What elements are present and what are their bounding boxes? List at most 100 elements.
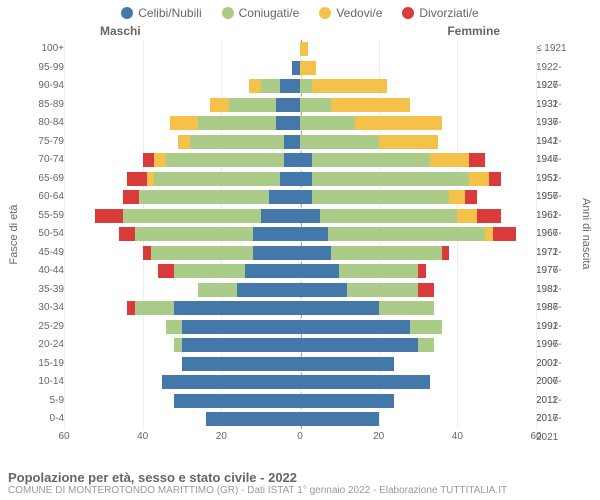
age-tick: 50-54 bbox=[22, 225, 64, 244]
gender-headers: Maschi Femmine bbox=[0, 20, 600, 40]
pyramid-row bbox=[64, 225, 536, 244]
segment bbox=[123, 209, 261, 223]
female-bar bbox=[300, 190, 536, 204]
age-tick: 5-9 bbox=[22, 392, 64, 411]
male-bar bbox=[64, 209, 300, 223]
age-tick: 15-19 bbox=[22, 355, 64, 374]
segment bbox=[300, 172, 312, 186]
pyramid-row bbox=[64, 373, 536, 392]
age-tick: 20-24 bbox=[22, 336, 64, 355]
segment bbox=[162, 375, 300, 389]
segment bbox=[178, 135, 190, 149]
age-tick: 30-34 bbox=[22, 299, 64, 318]
pyramid-row bbox=[64, 188, 536, 207]
male-bar bbox=[64, 301, 300, 315]
male-bar bbox=[64, 153, 300, 167]
female-bar bbox=[300, 375, 536, 389]
legend-label: Vedovi/e bbox=[336, 6, 382, 20]
year-tick: ≤ 1921 bbox=[536, 40, 578, 59]
pyramid-row bbox=[64, 170, 536, 189]
female-bar bbox=[300, 98, 536, 112]
plot-area bbox=[64, 40, 536, 429]
male-bar bbox=[64, 98, 300, 112]
legend-swatch bbox=[222, 7, 234, 19]
segment bbox=[477, 209, 501, 223]
segment bbox=[300, 412, 379, 426]
age-tick: 40-44 bbox=[22, 262, 64, 281]
segment bbox=[300, 153, 312, 167]
male-bar bbox=[64, 338, 300, 352]
pyramid-row bbox=[64, 262, 536, 281]
segment bbox=[95, 209, 123, 223]
segment bbox=[182, 338, 300, 352]
segment bbox=[253, 227, 300, 241]
segment bbox=[331, 98, 410, 112]
female-bar bbox=[300, 79, 536, 93]
year-tick: 1982-1986 bbox=[536, 281, 578, 300]
legend-item: Divorziati/e bbox=[402, 6, 478, 20]
xaxis-tick: 40 bbox=[137, 431, 148, 442]
male-bar bbox=[64, 375, 300, 389]
female-bar bbox=[300, 357, 536, 371]
male-bar bbox=[64, 116, 300, 130]
year-tick: 1927-1931 bbox=[536, 77, 578, 96]
segment bbox=[300, 301, 379, 315]
segment bbox=[442, 246, 450, 260]
segment bbox=[261, 79, 281, 93]
segment bbox=[198, 283, 237, 297]
segment bbox=[300, 264, 339, 278]
segment bbox=[410, 320, 441, 334]
age-tick: 35-39 bbox=[22, 281, 64, 300]
male-bar bbox=[64, 320, 300, 334]
age-tick: 95-99 bbox=[22, 59, 64, 78]
female-bar bbox=[300, 246, 536, 260]
age-tick: 70-74 bbox=[22, 151, 64, 170]
year-tick: 1997-2001 bbox=[536, 336, 578, 355]
segment bbox=[457, 209, 477, 223]
pyramid-row bbox=[64, 77, 536, 96]
header-female: Femmine bbox=[447, 24, 500, 38]
chart-source: COMUNE DI MONTEROTONDO MARITTIMO (GR) - … bbox=[8, 485, 592, 496]
xaxis-tick: 20 bbox=[216, 431, 227, 442]
segment bbox=[284, 153, 300, 167]
year-tick: 2012-2016 bbox=[536, 392, 578, 411]
year-tick: 1972-1976 bbox=[536, 244, 578, 263]
pyramid-row bbox=[64, 355, 536, 374]
pyramid-row bbox=[64, 336, 536, 355]
legend: Celibi/NubiliConiugati/eVedovi/eDivorzia… bbox=[0, 0, 600, 20]
male-bar bbox=[64, 412, 300, 426]
segment bbox=[151, 246, 253, 260]
legend-swatch bbox=[121, 7, 133, 19]
age-tick: 60-64 bbox=[22, 188, 64, 207]
segment bbox=[300, 375, 430, 389]
male-bar bbox=[64, 42, 300, 56]
xaxis-tick: 20 bbox=[373, 431, 384, 442]
pyramid-row bbox=[64, 318, 536, 337]
female-bar bbox=[300, 172, 536, 186]
segment bbox=[139, 190, 269, 204]
year-tick: 2007-2011 bbox=[536, 373, 578, 392]
segment bbox=[135, 227, 253, 241]
segment bbox=[174, 338, 182, 352]
segment bbox=[276, 116, 300, 130]
female-bar bbox=[300, 135, 536, 149]
male-bar bbox=[64, 190, 300, 204]
age-tick: 55-59 bbox=[22, 207, 64, 226]
xaxis: 6040200204060 bbox=[64, 429, 536, 445]
segment bbox=[347, 283, 418, 297]
segment bbox=[166, 153, 284, 167]
segment bbox=[292, 61, 300, 75]
segment bbox=[312, 190, 450, 204]
year-tick: 1942-1946 bbox=[536, 133, 578, 152]
age-tick: 85-89 bbox=[22, 96, 64, 115]
segment bbox=[261, 209, 300, 223]
female-bar bbox=[300, 283, 536, 297]
segment bbox=[210, 98, 230, 112]
segment bbox=[300, 42, 308, 56]
segment bbox=[182, 320, 300, 334]
male-bar bbox=[64, 172, 300, 186]
age-tick: 0-4 bbox=[22, 410, 64, 429]
male-bar bbox=[64, 79, 300, 93]
segment bbox=[465, 190, 477, 204]
pyramid-row bbox=[64, 151, 536, 170]
